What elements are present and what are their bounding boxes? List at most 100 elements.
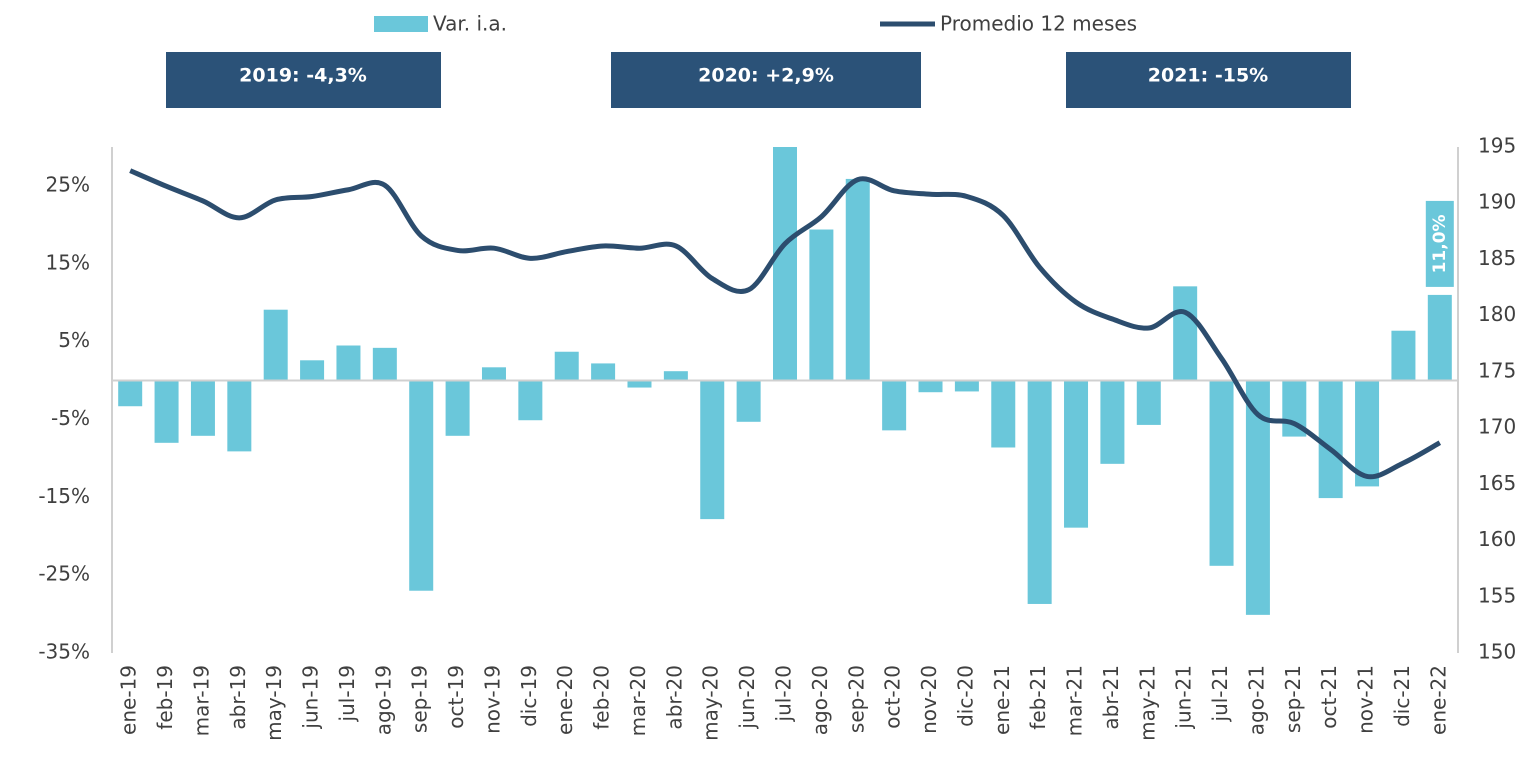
x-tick-label: oct-19 [444,665,468,729]
y-tick-label: 25% [46,172,90,196]
x-tick-label: feb-21 [1026,665,1050,730]
bar [300,360,325,381]
x-tick-label: nov-19 [480,665,504,734]
bar [663,371,688,381]
x-tick-label: mar-19 [189,665,213,736]
x-tick-label: jul-20 [772,665,796,722]
bar [1064,380,1089,528]
annotation-box [611,52,921,108]
x-tick-label: may-19 [262,665,286,741]
y-tick-label: -5% [51,406,90,430]
bar [1391,330,1416,381]
y-tick-label: -15% [38,484,90,508]
bar [627,380,652,388]
x-tick-label: dic-19 [517,665,541,727]
value-label: 11,0% [1430,214,1450,273]
x-tick-label: abr-19 [226,665,250,730]
x-tick-label: jun-21 [1172,665,1196,730]
y2-tick-label: 150 [1478,640,1516,664]
y2-tick-label: 155 [1478,583,1516,607]
bar [700,380,725,520]
y-tick-label: -25% [38,562,90,586]
bar [336,345,361,381]
bar [882,380,907,431]
bar [918,380,943,393]
bar [118,380,143,407]
y2-tick-label: 180 [1478,302,1516,326]
bar [1173,286,1198,381]
y2-tick-label: 160 [1478,527,1516,551]
y2-tick-label: 185 [1478,246,1516,270]
bar [809,229,834,381]
x-tick-label: ene-22 [1426,665,1450,735]
x-tick-label: abr-21 [1099,665,1123,730]
annotation: 2020: +2,9% [698,65,834,87]
y-tick-label: 5% [58,328,90,352]
legend-label: Promedio 12 meses [940,12,1137,36]
x-tick-label: ene-19 [117,665,141,735]
x-tick-label: feb-19 [153,665,177,730]
x-tick-label: mar-20 [626,665,650,736]
x-tick-label: jul-21 [1208,665,1232,722]
bar [1136,380,1161,425]
y-tick-label: -35% [38,640,90,664]
annotation: 2021: -15% [1148,65,1268,87]
bar [773,147,797,381]
bar [845,178,870,381]
legend-swatch [374,16,428,32]
bar [409,380,434,591]
x-tick-label: mar-21 [1063,665,1087,736]
y-tick-label: 15% [46,250,90,274]
bar [1427,294,1452,381]
x-tick-label: dic-20 [953,665,977,727]
x-tick-label: ago-20 [808,665,832,735]
bar [372,347,397,381]
y2-tick-label: 195 [1478,134,1516,158]
x-tick-label: jun-19 [299,665,323,730]
x-tick-label: ene-20 [553,665,577,735]
x-tick-label: sep-20 [844,665,868,733]
legend-label: Var. i.a. [433,12,507,36]
x-tick-label: oct-20 [881,665,905,729]
bar [1355,380,1380,487]
x-tick-label: feb-20 [590,665,614,730]
bar [736,380,761,422]
y2-tick-label: 175 [1478,358,1516,382]
x-tick-label: may-20 [699,665,723,741]
x-tick-label: abr-20 [662,665,686,730]
x-tick-label: ene-21 [990,665,1014,735]
y2-tick-label: 165 [1478,471,1516,495]
bar [1100,380,1125,464]
value-label-box [1425,200,1454,287]
x-tick-label: sep-19 [408,665,432,733]
x-tick-label: oct-21 [1317,665,1341,729]
bar [1209,380,1234,566]
annotation-box [166,52,441,108]
x-tick-label: dic-21 [1390,665,1414,727]
bar [954,380,979,392]
x-tick-label: jul-19 [335,665,359,722]
bar [263,309,288,381]
bar [991,380,1016,448]
bar [554,351,579,381]
x-tick-label: nov-21 [1354,665,1378,734]
bar [1027,380,1052,604]
x-tick-label: may-21 [1135,665,1159,741]
x-tick-label: jun-20 [735,665,759,730]
bar [227,380,252,452]
annotation: 2019: -4,3% [239,65,367,87]
x-tick-label: sep-21 [1281,665,1305,733]
annotation-box [1066,52,1351,108]
bar [518,380,543,421]
bar [154,380,179,443]
bar [481,367,506,381]
bar [190,380,215,436]
x-tick-label: nov-20 [917,665,941,734]
y2-tick-label: 170 [1478,415,1516,439]
x-tick-label: ago-19 [371,665,395,735]
y2-tick-label: 190 [1478,190,1516,214]
bar [591,363,616,381]
line [129,168,1442,480]
x-tick-label: ago-21 [1244,665,1268,735]
